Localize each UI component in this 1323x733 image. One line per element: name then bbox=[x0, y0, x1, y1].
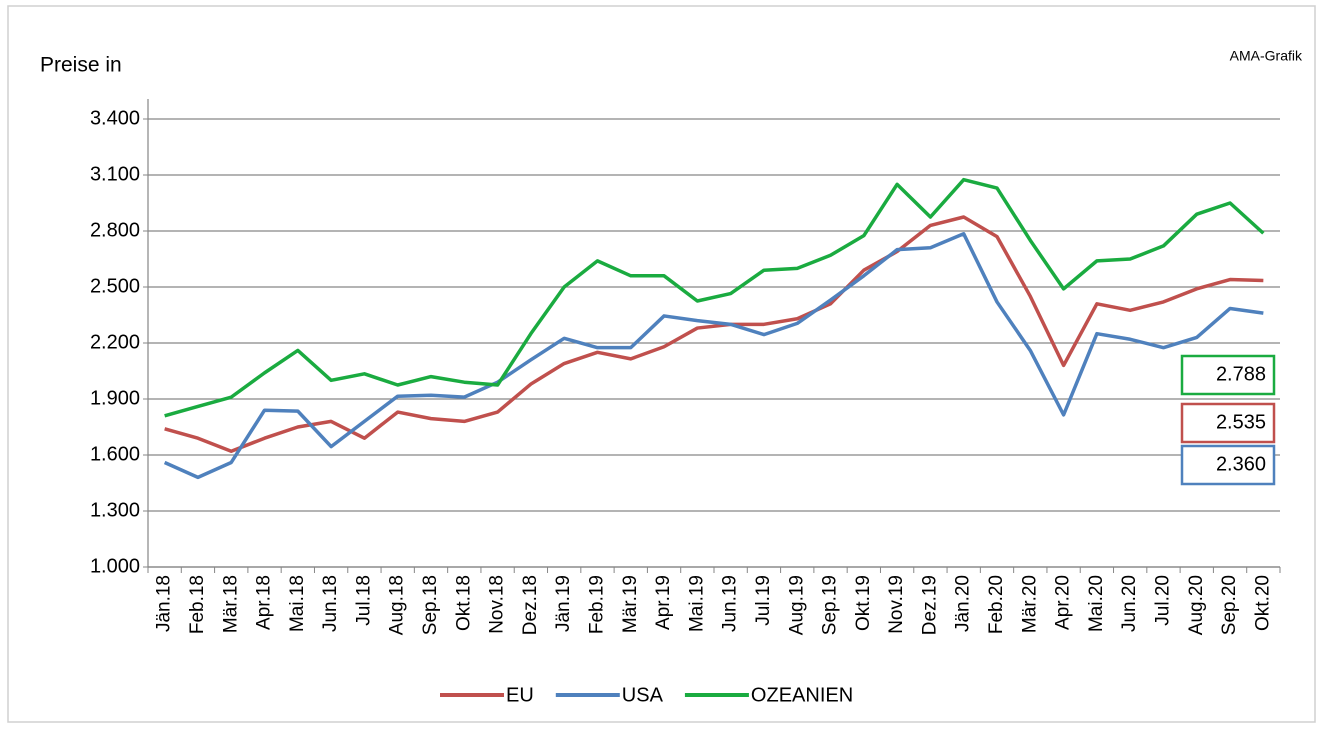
x-tick-label: Dez.18 bbox=[520, 575, 541, 635]
y-tick-label: 1.300 bbox=[90, 499, 140, 521]
annotation: AMA-Grafik bbox=[1230, 48, 1303, 64]
y-tick-label: 2.500 bbox=[90, 275, 140, 297]
x-tick-label: Sep.18 bbox=[420, 575, 441, 635]
value-label: 2.360 bbox=[1216, 453, 1266, 475]
x-tick-label: Jän.20 bbox=[953, 575, 974, 632]
x-tick-label: Mär.18 bbox=[220, 575, 241, 633]
x-tick-label: Aug.20 bbox=[1186, 575, 1207, 635]
x-tick-label: Okt.20 bbox=[1252, 575, 1273, 631]
x-tick-label: Jän.18 bbox=[154, 575, 175, 632]
x-tick-label: Aug.18 bbox=[387, 575, 408, 635]
x-tick-label: Jul.19 bbox=[753, 575, 774, 626]
series-line bbox=[164, 177, 1265, 418]
x-tick-label: Mär.20 bbox=[1019, 575, 1040, 633]
value-label-box bbox=[1180, 402, 1276, 444]
x-tick-label: Mai.20 bbox=[1086, 575, 1107, 632]
series-line bbox=[163, 232, 1264, 480]
x-tick-label: Aug.19 bbox=[786, 575, 807, 635]
x-tick-label: Apr.19 bbox=[653, 575, 674, 630]
x-tick-label: Mai.19 bbox=[686, 575, 707, 632]
x-tick-label: Jän.19 bbox=[553, 575, 574, 632]
legend-label: USA bbox=[622, 684, 664, 706]
x-tick-label: Dez.19 bbox=[919, 575, 940, 635]
chart-title: Preise in bbox=[40, 54, 122, 77]
x-tick-label: Feb.18 bbox=[187, 575, 208, 634]
value-label-box bbox=[1180, 444, 1276, 486]
x-tick-label: Nov.18 bbox=[487, 575, 508, 634]
y-tick-label: 3.100 bbox=[90, 163, 140, 185]
y-tick-label: 1.900 bbox=[90, 387, 140, 409]
value-label: 2.788 bbox=[1216, 363, 1266, 385]
x-tick-label: Jun.19 bbox=[720, 575, 741, 632]
legend-label: EU bbox=[506, 684, 534, 706]
x-tick-label: Mär.19 bbox=[620, 575, 641, 633]
y-tick-label: 2.200 bbox=[90, 331, 140, 353]
series-line bbox=[164, 215, 1264, 454]
x-tick-label: Jul.18 bbox=[353, 575, 374, 626]
value-label-box bbox=[1180, 354, 1276, 396]
x-tick-label: Mai.18 bbox=[287, 575, 308, 632]
x-tick-label: Sep.20 bbox=[1219, 575, 1240, 635]
y-tick-label: 1.600 bbox=[90, 443, 140, 465]
x-tick-label: Apr.18 bbox=[254, 575, 275, 630]
legend-label: OZEANIEN bbox=[751, 684, 853, 706]
x-tick-label: Okt.19 bbox=[853, 575, 874, 631]
x-tick-label: Jun.20 bbox=[1119, 575, 1140, 632]
y-tick-label: 3.400 bbox=[90, 107, 140, 129]
frame bbox=[7, 5, 1316, 723]
x-tick-label: Jun.18 bbox=[320, 575, 341, 632]
x-tick-label: Nov.19 bbox=[886, 575, 907, 634]
x-tick-label: Feb.20 bbox=[986, 575, 1007, 634]
x-tick-label: Apr.20 bbox=[1053, 575, 1074, 630]
y-tick-label: 1.000 bbox=[90, 555, 140, 577]
value-label: 2.535 bbox=[1216, 411, 1266, 433]
x-tick-label: Jul.20 bbox=[1152, 575, 1173, 626]
x-tick-label: Feb.19 bbox=[586, 575, 607, 634]
y-tick-label: 2.800 bbox=[90, 219, 140, 241]
x-tick-label: Okt.18 bbox=[453, 575, 474, 631]
x-tick-label: Sep.19 bbox=[820, 575, 841, 635]
